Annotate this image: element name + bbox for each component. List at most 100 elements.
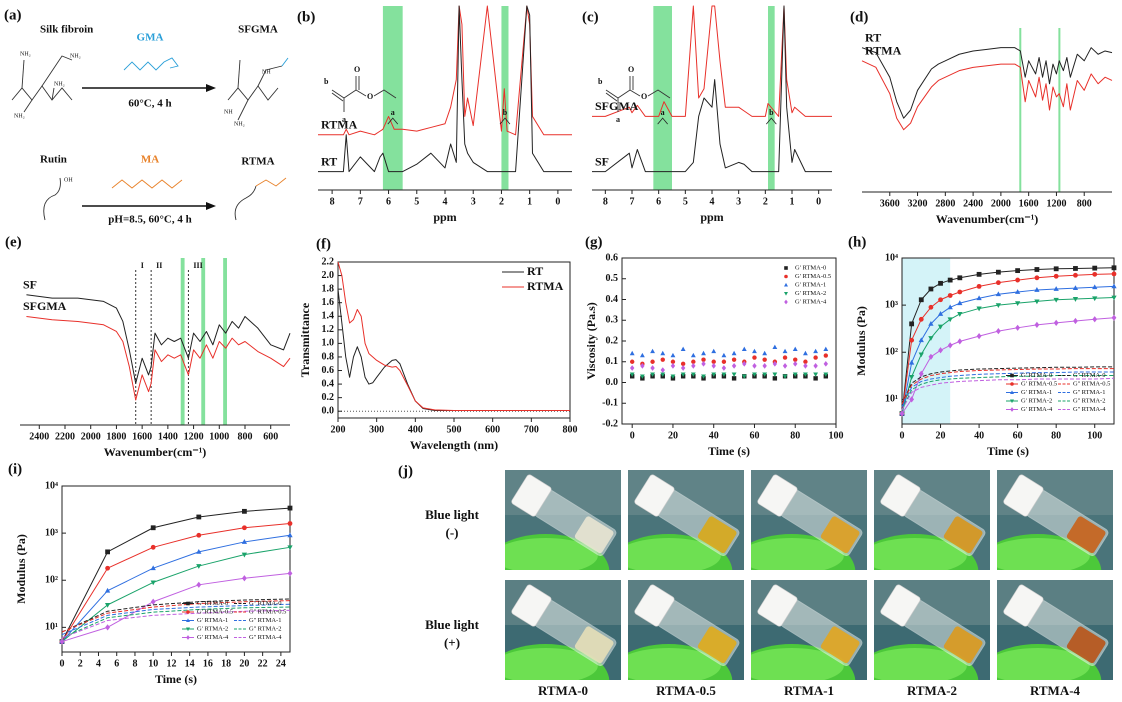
legend-marker (1010, 390, 1014, 394)
y-tick-label: 0.6 (322, 365, 335, 376)
x-tick-label: 20 (668, 430, 678, 441)
x-axis-label: Wavenumber(cm⁻¹) (936, 212, 1039, 226)
point (823, 372, 829, 377)
plot-frame (61, 485, 291, 653)
legend-label: G' RTMA-0.5 (795, 273, 831, 280)
structure-bond (629, 89, 641, 97)
vial-cap (634, 584, 675, 627)
point (670, 363, 676, 369)
series-line (26, 294, 291, 384)
x-axis-label: Wavenumber(cm⁻¹) (104, 445, 207, 459)
legend-marker (784, 266, 788, 270)
series-line (318, 5, 572, 136)
legend-label: G' RTMA-2 (1021, 397, 1052, 404)
series-line (61, 572, 291, 643)
legend-marker (1010, 382, 1014, 386)
legend-label: G'' RTMA-0 (249, 600, 281, 607)
series-label: SF (23, 277, 37, 291)
series-label: RT (865, 30, 881, 44)
vial-liquid (1066, 516, 1106, 554)
point (793, 357, 798, 362)
y-tick-label: 1.6 (322, 297, 335, 308)
vial-liquid (1066, 626, 1106, 664)
series-line (861, 47, 1113, 119)
marker-label: II (156, 261, 162, 270)
vial-cap (511, 474, 552, 517)
point (287, 505, 293, 511)
point (1111, 295, 1117, 301)
point (59, 638, 65, 645)
point (1015, 268, 1021, 274)
series-label: RTMA (321, 118, 358, 132)
point (909, 337, 915, 343)
point (105, 624, 110, 631)
point (976, 283, 982, 289)
group-label: NH₂ (234, 121, 245, 127)
point (947, 342, 953, 349)
x-tick-label: 40 (709, 430, 719, 441)
x-tick-label: 800 (1077, 198, 1092, 209)
x-tick-label: 1600 (132, 431, 152, 442)
molecule (234, 185, 257, 221)
point (242, 575, 247, 582)
point (909, 321, 915, 327)
y-tick-label: 10¹ (885, 394, 898, 405)
chart: (g) 0 20 40 60 80 100 -0.2 -0.1 0.0 0.1 0.2 0.3 0.4 0.… (584, 234, 844, 457)
structure-atom: O (354, 65, 360, 74)
point (1053, 319, 1059, 326)
structure-bond (343, 89, 357, 99)
x-tick-label: 1 (790, 196, 795, 207)
point (752, 363, 757, 369)
point (957, 275, 963, 281)
point (1015, 277, 1021, 283)
x-tick-label: 14 (185, 658, 195, 669)
series-line (61, 598, 291, 633)
structure-bond (331, 89, 345, 99)
legend-label: G' RTMA-0.5 (1021, 380, 1057, 387)
point (196, 581, 202, 588)
point (928, 320, 934, 326)
molecule (255, 177, 287, 187)
point (650, 359, 655, 364)
vial (880, 474, 986, 556)
peak-caret (766, 117, 777, 125)
series-label: SF (595, 154, 609, 168)
point (899, 410, 905, 417)
point (721, 352, 727, 358)
vial-cap (880, 474, 921, 517)
photo (628, 580, 744, 680)
point (711, 348, 717, 354)
condition-label: pH=8.5, 60°C, 4 h (108, 214, 191, 226)
highlight-band (382, 6, 403, 190)
point (976, 306, 982, 312)
point (660, 367, 665, 373)
x-tick-label: 3 (736, 196, 741, 207)
photo (505, 470, 621, 570)
x-tick-label: 3600 (880, 198, 900, 209)
point (287, 521, 293, 526)
x-tick-label: 60 (1013, 430, 1023, 441)
legend-marker (186, 635, 190, 640)
x-tick-label: 500 (447, 424, 462, 435)
condition-label: 60°C, 4 h (128, 98, 171, 110)
x-tick-label: 0 (630, 430, 635, 441)
point (731, 357, 737, 362)
point (976, 295, 982, 301)
legend-marker (784, 282, 788, 287)
y-tick-label: 0.2 (322, 392, 335, 403)
series-label: RTMA (865, 44, 902, 58)
point (1073, 266, 1078, 271)
highlight-band (180, 258, 185, 425)
series-label: RT (321, 154, 337, 168)
legend-label: RT (527, 264, 543, 278)
x-tick-label: 0 (816, 196, 821, 207)
x-tick-label: 5 (683, 196, 688, 207)
point (918, 316, 924, 322)
point (947, 304, 953, 310)
point (196, 532, 202, 538)
point (721, 365, 727, 371)
x-tick-label: 1600 (1019, 198, 1039, 209)
panel-label: (j) (398, 463, 413, 479)
point (803, 350, 808, 356)
x-tick-label: 2400 (29, 431, 49, 442)
